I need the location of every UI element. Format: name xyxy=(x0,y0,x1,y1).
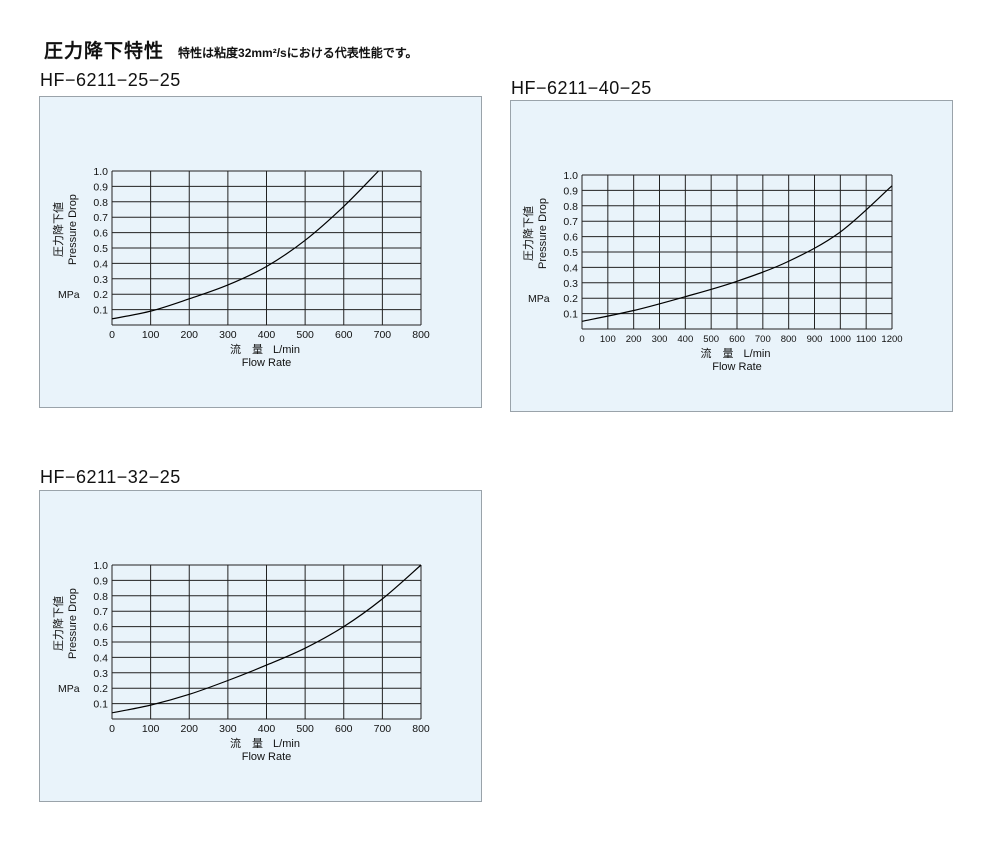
chart-1-y-tick-label: 0.1 xyxy=(93,305,108,317)
chart-2-y-tick-label: 0.9 xyxy=(563,185,578,197)
chart-1-x-tick-label: 200 xyxy=(180,329,198,341)
chart-3-y-tick-label: 0.2 xyxy=(93,683,108,695)
chart-3-x-tick-label: 400 xyxy=(258,723,276,735)
chart-3-x-tick-label: 800 xyxy=(412,723,430,735)
chart-1-y-tick-label: 0.7 xyxy=(93,212,108,224)
chart-2-x-tick-label: 500 xyxy=(703,334,719,345)
chart-1-x-tick-label: 400 xyxy=(258,329,276,341)
chart-2-y-tick-label: 0.5 xyxy=(563,247,578,259)
chart-1-y-tick-label: 0.9 xyxy=(93,181,108,193)
chart-3-x-tick-label: 0 xyxy=(109,723,115,735)
chart-1-y-tick-label: 0.6 xyxy=(93,228,108,240)
chart-1-x-tick-label: 800 xyxy=(412,329,430,341)
chart-3-x-label-jp: 流 量 xyxy=(230,736,263,750)
chart-1-panel: 0 100 200 300 400 500 600 700 800 0.1 0.2 0.3 0.4 0.5… xyxy=(39,96,482,408)
chart-2-y-label-jp: 圧力降下値 xyxy=(521,206,535,261)
page-subtitle: 特性は粘度32mm²/sにおける代表性能です。 xyxy=(178,46,418,60)
chart-1-x-tick-label: 0 xyxy=(109,329,115,341)
chart-3-y-label: Pressure Drop xyxy=(67,588,79,659)
chart-2-x-tick-label: 700 xyxy=(755,334,771,345)
chart-2-x-tick-label: 300 xyxy=(652,334,668,345)
chart-1-y-tick-label: 0.5 xyxy=(93,243,108,255)
chart-2-x-tick-label: 600 xyxy=(729,334,745,345)
chart-2-model-label: HF−6211−40−25 xyxy=(511,78,652,98)
chart-2-plot: 0 100 200 300 400 500 600 700 800 900 1000 1100 1200… xyxy=(521,170,903,373)
chart-1-y-tick-label: 0.4 xyxy=(93,258,108,270)
chart-3-panel: 0 100 200 300 400 500 600 700 800 0.1 0.2 0.3 0.4 0.5… xyxy=(39,490,482,802)
chart-1-plot: 0 100 200 300 400 500 600 700 800 0.1 0.2 0.3 0.4 0.5… xyxy=(51,166,430,369)
chart-2-series-line xyxy=(581,185,893,322)
chart-1-y-tick-label: 0.2 xyxy=(93,289,108,301)
chart-3-y-tick-label: 0.7 xyxy=(93,606,108,618)
chart-1-x-tick-label: 500 xyxy=(296,329,314,341)
chart-3-x-tick-label: 600 xyxy=(335,723,353,735)
chart-1-series-line xyxy=(111,170,379,320)
chart-1-model-label: HF−6211−25−25 xyxy=(40,70,181,90)
chart-2-y-tick-label: 1.0 xyxy=(563,170,578,182)
chart-3-y-tick-label: 0.6 xyxy=(93,622,108,634)
chart-3-y-tick-label: 0.4 xyxy=(93,652,108,664)
chart-3-x-tick-label: 200 xyxy=(180,723,198,735)
chart-3-y-tick-label: 0.9 xyxy=(93,575,108,587)
chart-3-y-label-jp: 圧力降下値 xyxy=(51,596,65,651)
chart-3-y-tick-label: 0.1 xyxy=(93,699,108,711)
chart-3-y-tick-label: 0.3 xyxy=(93,668,108,680)
chart-2-y-tick-label: 0.4 xyxy=(563,262,578,274)
chart-2-x-tick-label: 400 xyxy=(677,334,693,345)
chart-2-y-tick-label: 0.8 xyxy=(563,201,578,213)
chart-1-y-tick-label: 1.0 xyxy=(93,166,108,178)
chart-3-x-label: Flow Rate xyxy=(242,751,292,763)
chart-2-y-tick-label: 0.6 xyxy=(563,232,578,244)
chart-1-x-tick-label: 700 xyxy=(374,329,392,341)
chart-1-y-tick-label: 0.3 xyxy=(93,274,108,286)
chart-3-y-tick-label: 0.5 xyxy=(93,637,108,649)
chart-1-x-label-jp: 流 量 xyxy=(230,342,263,356)
chart-1-x-tick-label: 300 xyxy=(219,329,237,341)
chart-2-y-tick-label: 0.7 xyxy=(563,216,578,228)
chart-3-x-tick-label: 300 xyxy=(219,723,237,735)
chart-3-model-label: HF−6211−32−25 xyxy=(40,467,181,487)
chart-2-x-tick-label: 1100 xyxy=(856,334,876,345)
chart-2-x-label: Flow Rate xyxy=(712,361,762,373)
chart-3-plot: 0 100 200 300 400 500 600 700 800 0.1 0.2 0.3 0.4 0.5… xyxy=(51,560,430,763)
chart-1-y-label-jp: 圧力降下値 xyxy=(51,202,65,257)
chart-2-y-tick-label: 0.1 xyxy=(563,309,578,321)
chart-2-x-tick-label: 800 xyxy=(781,334,797,345)
page-header: 圧力降下特性 特性は粘度32mm²/sにおける代表性能です。 xyxy=(44,36,418,63)
chart-2-x-tick-label: 0 xyxy=(579,334,584,345)
chart-1-x-tick-label: 600 xyxy=(335,329,353,341)
chart-2-x-tick-label: 900 xyxy=(807,334,823,345)
chart-1-y-label: Pressure Drop xyxy=(67,194,79,265)
chart-3-y-unit: MPa xyxy=(58,683,80,695)
chart-2-y-unit: MPa xyxy=(528,293,550,305)
chart-2-x-tick-label: 200 xyxy=(626,334,642,345)
chart-2-panel: 0 100 200 300 400 500 600 700 800 900 1000 1100 1200… xyxy=(510,100,953,412)
chart-3-x-tick-label: 500 xyxy=(296,723,314,735)
chart-1-x-unit: L/min xyxy=(273,344,300,356)
chart-3-x-tick-label: 700 xyxy=(374,723,392,735)
chart-3-y-tick-label: 0.8 xyxy=(93,591,108,603)
chart-3-x-unit: L/min xyxy=(273,738,300,750)
chart-2-y-label: Pressure Drop xyxy=(537,198,549,269)
chart-2-x-tick-label: 100 xyxy=(600,334,616,345)
chart-2-y-tick-label: 0.3 xyxy=(563,278,578,290)
chart-3-x-tick-label: 100 xyxy=(142,723,160,735)
chart-2-x-tick-label: 1200 xyxy=(881,334,902,345)
chart-2-y-tick-label: 0.2 xyxy=(563,293,578,305)
chart-1-x-label: Flow Rate xyxy=(242,357,292,369)
chart-2-x-label-jp: 流 量 xyxy=(701,346,734,360)
chart-1-x-tick-label: 100 xyxy=(142,329,160,341)
chart-1-y-unit: MPa xyxy=(58,289,80,301)
chart-3-y-tick-label: 1.0 xyxy=(93,560,108,572)
chart-1-y-tick-label: 0.8 xyxy=(93,197,108,209)
page-title: 圧力降下特性 xyxy=(44,41,165,62)
chart-3-series-line xyxy=(111,564,422,714)
chart-2-x-tick-label: 1000 xyxy=(830,334,851,345)
chart-2-x-unit: L/min xyxy=(744,348,771,360)
